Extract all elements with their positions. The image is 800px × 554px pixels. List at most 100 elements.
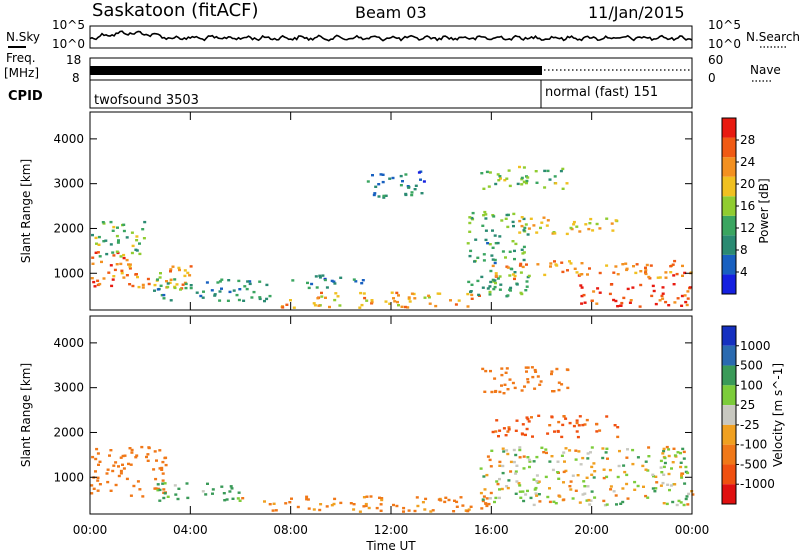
power-cell <box>578 273 582 276</box>
velocity-cell <box>647 455 651 458</box>
power-cell <box>511 240 515 243</box>
power-cell <box>546 169 550 173</box>
power-cell <box>220 278 224 281</box>
power-cell <box>428 302 432 305</box>
power-cell <box>565 232 569 236</box>
velocity-cell <box>659 466 663 469</box>
velocity-cell <box>90 484 94 487</box>
velocity-cell <box>532 478 536 481</box>
velocity-cell <box>482 475 486 478</box>
freq-bar <box>90 66 542 75</box>
velocity-cell <box>92 487 96 490</box>
velocity-cell <box>602 476 606 480</box>
velocity-cell <box>515 419 519 422</box>
velocity-cell <box>211 488 215 491</box>
velocity-colorbar-tick-label: -25 <box>740 418 760 432</box>
velocity-cell <box>508 378 512 381</box>
power-cell <box>484 213 488 216</box>
velocity-cell <box>532 503 536 507</box>
velocity-cell <box>539 380 543 383</box>
velocity-cell <box>222 492 226 495</box>
power-cell <box>523 226 527 230</box>
velocity-cell <box>505 449 509 452</box>
power-cell <box>589 217 593 221</box>
velocity-scatter <box>90 366 695 513</box>
power-cell <box>427 296 431 299</box>
velocity-cell <box>514 429 518 432</box>
power-cell <box>504 217 508 220</box>
power-cell <box>360 282 364 285</box>
power-cell <box>332 280 336 283</box>
power-cell <box>186 271 190 275</box>
velocity-cell <box>106 480 110 484</box>
velocity-cell <box>392 503 395 507</box>
power-cell <box>92 280 96 284</box>
velocity-cell <box>145 455 148 459</box>
power-cell <box>624 262 628 265</box>
velocity-cell <box>483 488 487 491</box>
velocity-cell <box>609 488 613 491</box>
power-cell <box>227 279 231 282</box>
velocity-cell <box>164 463 168 467</box>
power-cell <box>419 178 422 181</box>
power-cell <box>141 228 145 231</box>
power-cell <box>365 299 369 302</box>
velocity-ytick-label: 2000 <box>53 425 84 439</box>
velocity-cell <box>668 488 671 492</box>
power-cell <box>543 273 547 277</box>
power-cell <box>667 304 671 307</box>
power-cell <box>414 184 418 187</box>
velocity-cell <box>533 488 537 491</box>
power-cell <box>518 264 522 267</box>
velocity-cell <box>96 479 100 482</box>
power-cell <box>469 290 472 294</box>
velocity-cell <box>605 447 609 450</box>
velocity-cell <box>349 502 353 505</box>
velocity-cell <box>662 473 666 476</box>
power-cell <box>381 180 385 184</box>
power-cell <box>333 282 337 285</box>
date-label: 11/Jan/2015 <box>588 3 685 22</box>
velocity-colorbar-swatch <box>722 484 736 504</box>
power-colorbar-swatch <box>722 157 736 177</box>
power-cell <box>476 256 480 259</box>
velocity-cell <box>548 460 552 463</box>
power-cell <box>372 193 376 197</box>
velocity-colorbar-swatch <box>722 424 736 445</box>
power-cell <box>410 193 414 197</box>
power-cell <box>580 262 584 265</box>
velocity-cell <box>682 503 686 507</box>
power-cell <box>493 285 497 289</box>
velocity-cell <box>519 496 523 499</box>
power-cell <box>169 278 173 281</box>
velocity-cell <box>429 510 433 513</box>
freq-label-line1: Freq. <box>6 51 36 65</box>
power-cell <box>396 300 399 304</box>
power-cell <box>110 284 114 288</box>
power-cell <box>488 285 492 288</box>
power-cell <box>553 175 557 178</box>
power-cell <box>183 274 187 278</box>
velocity-cell <box>444 496 448 499</box>
power-cell <box>111 251 115 254</box>
velocity-cell <box>485 473 489 477</box>
velocity-cell <box>576 474 580 477</box>
power-cell <box>664 271 668 274</box>
velocity-cell <box>651 487 655 490</box>
velocity-cell <box>683 482 687 485</box>
velocity-colorbar-label: Velocity [m s^-1] <box>771 363 785 467</box>
velocity-cell <box>211 492 214 495</box>
velocity-cell <box>402 510 405 513</box>
velocity-cell <box>132 484 136 488</box>
power-cell <box>519 291 523 295</box>
power-cell <box>410 191 414 194</box>
velocity-cell <box>585 476 589 479</box>
power-cell <box>595 222 599 226</box>
power-cell <box>470 297 474 300</box>
velocity-cell <box>362 505 366 508</box>
power-cell <box>590 299 594 302</box>
power-cell <box>527 274 531 278</box>
noise-trace <box>89 30 693 42</box>
velocity-cell <box>174 493 178 496</box>
velocity-cell <box>636 456 640 459</box>
